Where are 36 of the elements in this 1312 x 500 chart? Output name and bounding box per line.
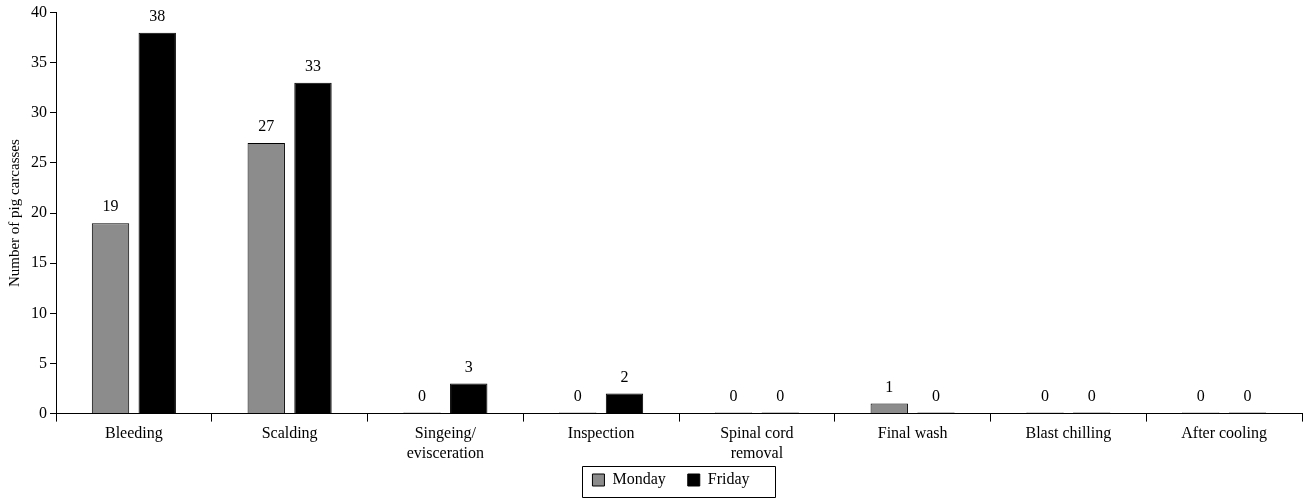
data-label: 33 (304, 56, 321, 74)
y-tick-label: 35 (31, 52, 47, 70)
data-label: 0 (1087, 386, 1096, 404)
x-tick-label: Blast chilling (1025, 424, 1112, 443)
data-label: 0 (1243, 386, 1252, 404)
x-tick-label: Singeing/ evisceration (406, 424, 485, 461)
y-tick-label: 5 (39, 353, 47, 371)
data-label: 0 (1196, 386, 1205, 404)
y-axis-title: Number of pig carcasses (5, 139, 22, 288)
legend-label: Monday (612, 470, 682, 489)
x-tick-label: Final wash (877, 424, 948, 442)
y-tick-label: 15 (31, 253, 47, 271)
y-tick-label: 25 (31, 153, 47, 171)
data-label: 27 (258, 117, 275, 135)
x-tick-label: After cooling (1181, 424, 1267, 443)
x-tick-label: Scalding (261, 424, 318, 443)
data-label: 0 (776, 386, 785, 404)
y-tick-label: 40 (31, 2, 47, 20)
y-tick-label: 30 (31, 103, 47, 121)
data-label: 0 (418, 386, 427, 404)
legend-label: Friday (707, 470, 766, 489)
data-label: 0 (573, 386, 582, 404)
data-label: 0 (729, 386, 738, 404)
data-label: 19 (102, 197, 119, 215)
data-label: 0 (1041, 386, 1050, 404)
data-label: 38 (149, 6, 166, 24)
y-tick-label: 20 (31, 203, 47, 221)
x-tick-label: Inspection (567, 424, 635, 443)
data-label: 0 (931, 386, 940, 404)
x-tick-label: Spinal cord removal (720, 424, 794, 461)
data-label: 3 (464, 357, 473, 375)
x-tick-label: Bleeding (104, 424, 163, 443)
y-tick-label: 0 (39, 403, 47, 421)
data-label: 1 (885, 377, 894, 395)
data-label: 2 (620, 367, 629, 385)
y-tick-label: 10 (31, 303, 47, 321)
